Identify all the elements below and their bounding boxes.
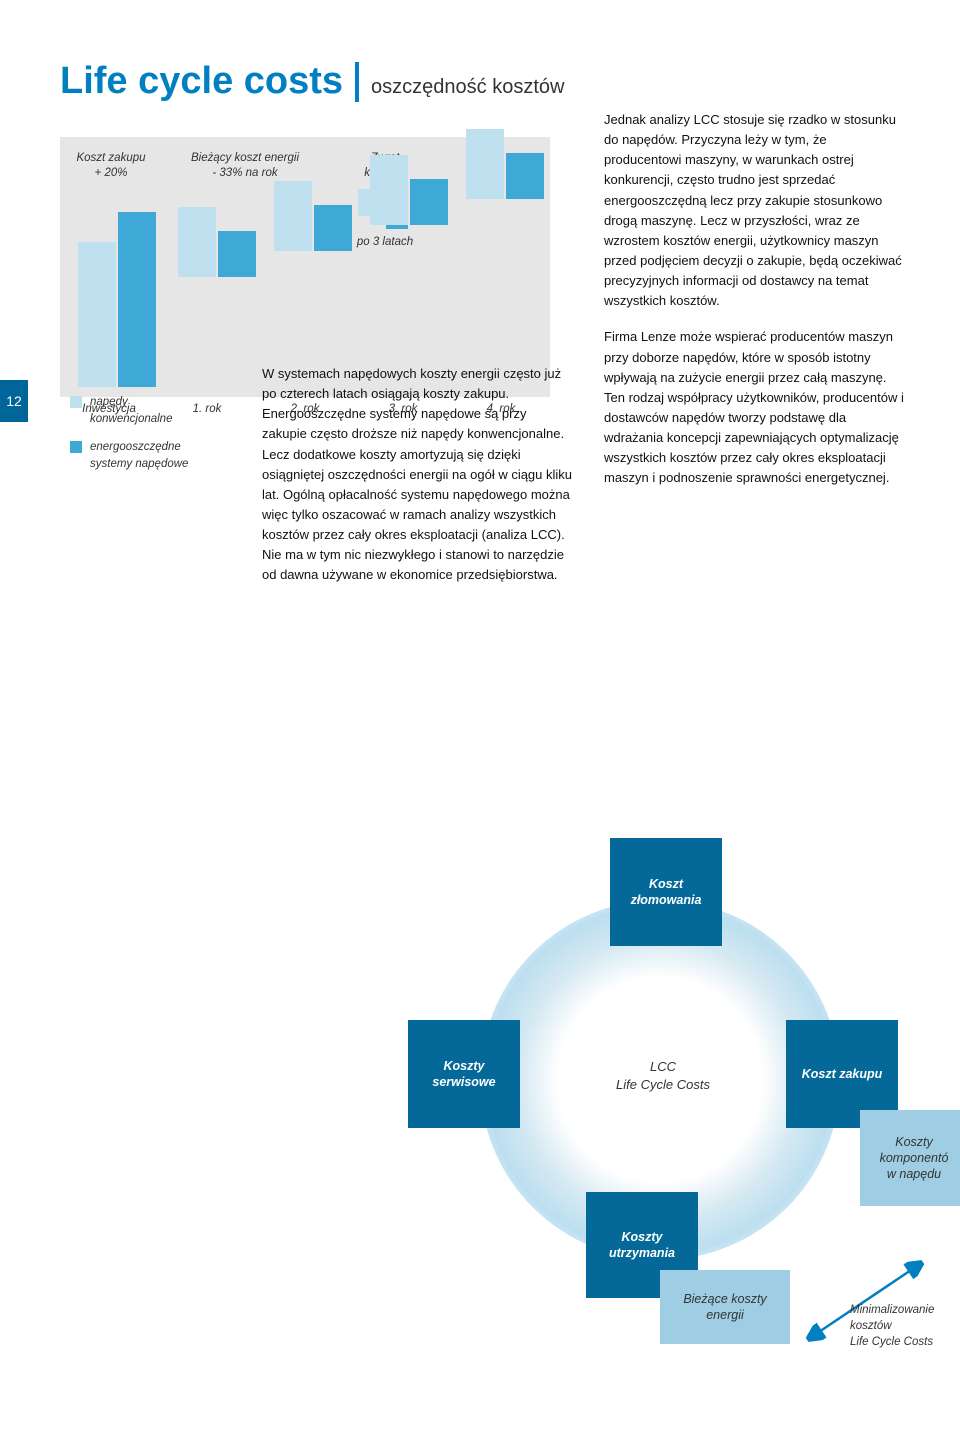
bar-r3-dark [410,179,448,225]
bar-r1-light [178,207,216,277]
chart-label-koszt-zakupu: Koszt zakupu+ 20% [66,151,156,181]
bar-r4-dark [506,153,544,199]
legend-efficient: energooszczędnesystemy napędowe [70,439,188,472]
chart-legend: napędykonwencjonalne energooszczędnesyst… [70,394,188,485]
body-right-p2: Firma Lenze może wspierać producentów ma… [604,327,904,488]
bar-r1-dark [218,231,256,277]
node-koszty-serwisowe: Kosztyserwisowe [408,1020,520,1128]
title-main: Life cycle costs [60,60,343,103]
legend-conventional-label: napędykonwencjonalne [90,394,172,427]
node-koszt-zlomowania: Kosztzłomowania [610,838,722,946]
chart-label-po3: po 3 latach [350,235,420,250]
legend-swatch-dark [70,441,82,453]
bar-r3-light [370,155,408,225]
lcc-diagram: LCCLife Cycle Costs Kosztzłomowania Kosz… [380,820,940,1380]
node-koszty-komponentow: Kosztykomponentów napędu [860,1110,960,1206]
lcc-center-label: LCCLife Cycle Costs [608,1058,718,1094]
node-biezace-koszty: Bieżące kosztyenergii [660,1270,790,1344]
bar-inwestycja-light [78,242,116,387]
min-label: MinimalizowaniekosztówLife Cycle Costs [850,1302,960,1350]
bar-r2-light [274,181,312,251]
body-right-p1: Jednak analizy LCC stosuje się rzadko w … [604,110,904,311]
page-title: Life cycle costs oszczędność kosztów [60,60,960,103]
page-number: 12 [0,380,28,422]
bar-r4-light [466,129,504,199]
title-sub: oszczędność kosztów [371,76,564,99]
title-divider [355,62,359,102]
bar-r2-dark [314,205,352,251]
legend-swatch-light [70,396,82,408]
body-mid-text: W systemach napędowych koszty energii cz… [262,364,572,586]
body-middle-column: W systemach napędowych koszty energii cz… [262,364,572,586]
body-right-column: Jednak analizy LCC stosuje się rzadko w … [604,110,904,489]
bar-inwestycja-dark [118,212,156,387]
legend-conventional: napędykonwencjonalne [70,394,188,427]
lcc-bar-chart: Koszt zakupu+ 20% Bieżący koszt energii-… [60,137,550,397]
chart-label-biezacy: Bieżący koszt energii- 33% na rok [170,151,320,181]
legend-efficient-label: energooszczędnesystemy napędowe [90,439,188,472]
